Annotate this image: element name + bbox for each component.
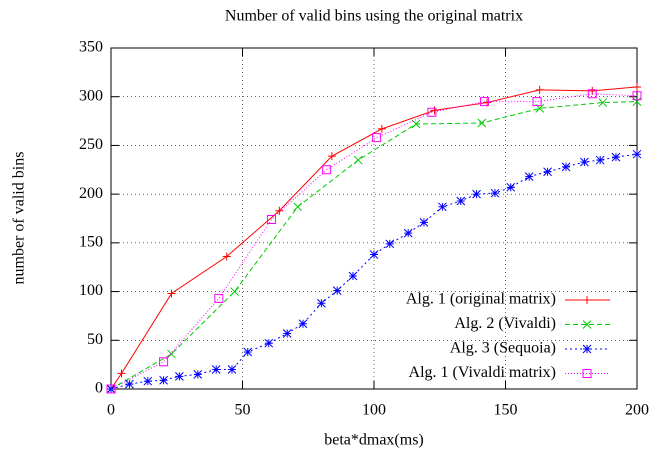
x-tick-label: 0 <box>107 402 115 419</box>
y-tick-label: 350 <box>79 39 103 56</box>
x-tick-label: 50 <box>235 402 251 419</box>
marker <box>348 271 358 281</box>
marker <box>327 152 336 161</box>
marker <box>322 165 332 175</box>
marker <box>632 91 642 101</box>
marker <box>633 82 641 91</box>
legend-label: Alg. 1 (original matrix) <box>406 291 556 308</box>
marker <box>632 149 642 159</box>
marker <box>595 155 605 165</box>
marker <box>456 196 466 206</box>
marker <box>582 320 592 329</box>
marker <box>298 319 308 329</box>
marker <box>211 365 221 374</box>
marker <box>532 97 542 107</box>
marker <box>227 365 237 374</box>
marker <box>598 98 608 107</box>
legend-label: Alg. 3 (Sequoia) <box>450 340 556 357</box>
marker <box>214 293 224 303</box>
marker <box>477 118 487 128</box>
legend-label: Alg. 1 (Vivaldi matrix) <box>409 364 556 381</box>
y-tick-label: 300 <box>79 87 103 104</box>
marker <box>106 384 116 394</box>
marker <box>372 133 382 143</box>
marker <box>583 296 591 304</box>
y-tick-label: 200 <box>79 185 103 202</box>
marker <box>403 228 413 238</box>
marker <box>385 239 395 249</box>
marker <box>524 172 534 181</box>
marker <box>353 155 363 165</box>
marker <box>175 371 184 381</box>
y-tick-label: 50 <box>87 331 103 348</box>
marker <box>275 206 284 215</box>
series-line <box>110 86 638 390</box>
marker <box>230 287 239 296</box>
marker <box>472 189 481 199</box>
marker <box>535 85 544 94</box>
plot-frame <box>110 47 638 390</box>
legend-label: Alg. 2 (Vivaldi) <box>454 315 556 332</box>
x-tick-label: 200 <box>625 402 649 419</box>
marker <box>193 370 203 379</box>
marker <box>582 369 592 378</box>
marker <box>543 167 552 177</box>
marker <box>438 202 447 212</box>
marker <box>143 376 153 386</box>
series-line <box>110 101 638 390</box>
marker <box>377 124 386 133</box>
marker <box>490 188 500 198</box>
marker <box>282 329 292 338</box>
marker <box>632 97 642 106</box>
x-tick-label: 150 <box>494 402 518 419</box>
marker <box>582 344 592 354</box>
marker <box>479 97 489 107</box>
marker <box>580 157 589 167</box>
marker <box>117 369 126 378</box>
marker <box>419 218 429 227</box>
series-line <box>110 153 638 390</box>
marker <box>222 252 231 261</box>
chart-title: Number of valid bins using the original … <box>225 8 523 25</box>
marker <box>266 214 276 224</box>
y-axis-label: number of valid bins <box>11 152 28 285</box>
marker <box>243 347 253 357</box>
x-axis-label: beta*dmax(ms) <box>324 432 424 449</box>
marker <box>411 119 421 129</box>
marker <box>369 250 379 259</box>
marker <box>264 338 274 348</box>
marker <box>167 349 176 359</box>
y-tick-label: 100 <box>79 282 103 299</box>
marker <box>317 298 326 308</box>
marker <box>332 286 342 295</box>
marker <box>159 375 168 385</box>
marker <box>427 107 437 117</box>
marker <box>506 182 516 192</box>
marker <box>167 289 176 298</box>
marker <box>430 106 439 115</box>
y-tick-label: 150 <box>79 234 103 251</box>
marker <box>293 202 303 212</box>
marker <box>561 162 571 172</box>
marker <box>587 89 597 99</box>
x-tick-label: 100 <box>362 402 386 419</box>
y-tick-label: 0 <box>95 380 103 397</box>
marker <box>125 379 134 389</box>
marker <box>159 357 169 367</box>
marker <box>611 152 621 162</box>
y-tick-label: 250 <box>79 136 103 153</box>
